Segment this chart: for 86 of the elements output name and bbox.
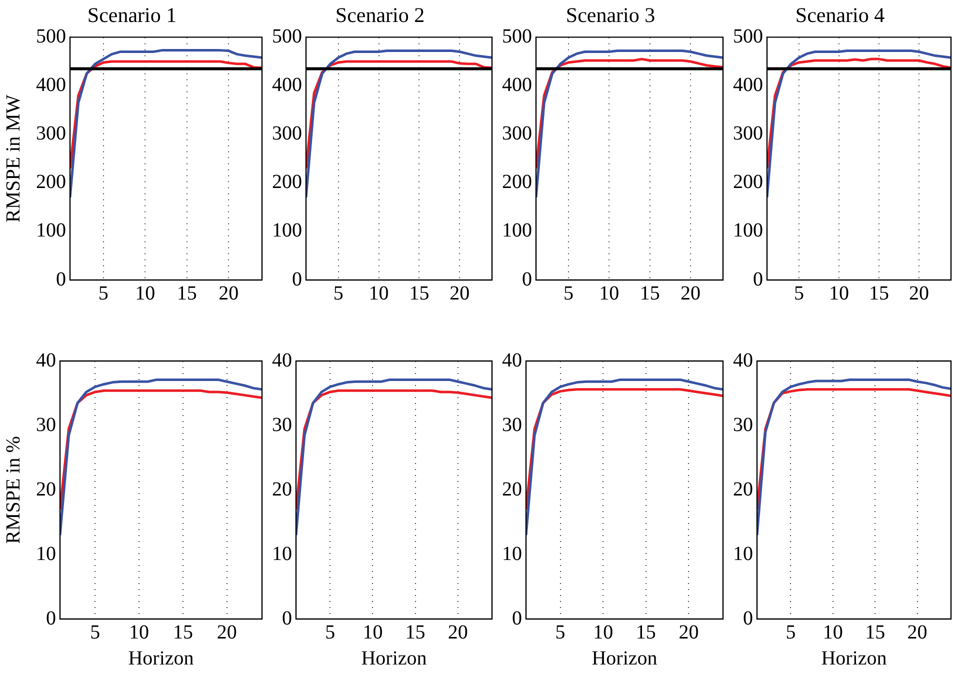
chart-title: Scenario 3 — [566, 3, 656, 28]
y-tick-label: 400 — [502, 74, 532, 96]
x-tick-label: 5 — [555, 621, 566, 644]
x-tick-label: 5 — [786, 621, 796, 644]
x-tick-label: 20 — [909, 282, 929, 304]
x-tick-label: 20 — [678, 621, 699, 644]
y-tick-label: 10 — [733, 542, 753, 565]
x-tick-label: 10 — [822, 621, 843, 644]
y-tick-label: 400 — [272, 74, 302, 96]
x-tick-label: 15 — [409, 282, 430, 304]
x-axis-title: Horizon — [821, 647, 887, 670]
x-tick-label: 15 — [865, 621, 886, 644]
y-tick-label: 100 — [733, 220, 763, 242]
y-tick-label: 0 — [282, 607, 292, 630]
y-tick-label: 0 — [743, 607, 753, 630]
x-tick-label: 5 — [564, 282, 574, 304]
y-tick-label: 40 — [272, 349, 292, 372]
x-tick-label: 5 — [794, 282, 804, 304]
y-tick-label: 20 — [502, 478, 522, 500]
x-axis-title: Horizon — [128, 647, 194, 670]
x-tick-label: 15 — [176, 282, 197, 304]
y-tick-label: 500 — [502, 25, 532, 48]
y-axis-title: RMSPE in % — [2, 436, 24, 544]
y-tick-label: 400 — [733, 74, 763, 96]
x-tick-label: 20 — [216, 621, 237, 644]
y-tick-label: 10 — [272, 542, 292, 565]
x-tick-label: 15 — [869, 282, 889, 304]
x-tick-label: 10 — [129, 621, 150, 644]
y-tick-label: 30 — [272, 414, 292, 436]
x-tick-label: 10 — [599, 282, 620, 304]
chart-title: Scenario 1 — [87, 3, 177, 28]
y-tick-label: 400 — [36, 74, 66, 96]
x-tick-label: 5 — [325, 621, 336, 644]
y-tick-label: 40 — [502, 349, 522, 372]
y-tick-label: 30 — [733, 414, 753, 436]
y-tick-label: 0 — [512, 607, 522, 630]
y-tick-label: 30 — [36, 414, 56, 436]
x-tick-label: 20 — [218, 282, 239, 304]
y-tick-label: 10 — [36, 542, 56, 565]
y-tick-label: 100 — [502, 220, 532, 242]
y-tick-label: 0 — [753, 268, 763, 290]
x-tick-label: 15 — [640, 282, 660, 304]
y-tick-label: 100 — [36, 220, 66, 242]
chart-title: Scenario 4 — [795, 3, 886, 28]
y-tick-label: 500 — [272, 25, 302, 48]
y-tick-label: 10 — [502, 542, 522, 565]
x-axis-title: Horizon — [592, 647, 658, 670]
x-tick-label: 20 — [680, 282, 700, 304]
x-tick-label: 5 — [98, 282, 108, 304]
y-tick-label: 300 — [502, 122, 532, 145]
x-tick-label: 10 — [593, 621, 614, 644]
x-tick-label: 5 — [90, 621, 100, 644]
y-tick-label: 20 — [733, 478, 753, 500]
y-tick-label: 200 — [272, 171, 302, 194]
x-tick-label: 20 — [450, 282, 470, 304]
y-tick-label: 30 — [502, 414, 522, 436]
chart-title: Scenario 2 — [335, 3, 425, 28]
y-tick-label: 500 — [36, 25, 66, 48]
x-tick-label: 20 — [907, 621, 928, 644]
y-tick-label: 300 — [36, 122, 66, 145]
y-tick-label: 20 — [36, 478, 56, 500]
y-tick-label: 40 — [733, 349, 753, 372]
y-tick-label: 0 — [46, 607, 56, 630]
x-axis-title: Horizon — [361, 647, 427, 670]
x-tick-label: 10 — [362, 621, 383, 644]
x-tick-label: 10 — [829, 282, 849, 304]
y-tick-label: 200 — [36, 171, 66, 194]
x-tick-label: 5 — [333, 282, 344, 304]
y-tick-label: 100 — [272, 220, 302, 242]
y-tick-label: 0 — [56, 268, 66, 290]
y-tick-label: 0 — [522, 268, 532, 290]
x-tick-label: 15 — [172, 621, 193, 644]
x-tick-label: 15 — [636, 621, 656, 644]
y-tick-label: 200 — [733, 171, 763, 194]
y-axis-title: RMSPE in MW — [2, 94, 24, 223]
y-tick-label: 300 — [272, 122, 302, 145]
y-tick-label: 200 — [502, 171, 532, 194]
y-tick-label: 500 — [733, 25, 763, 48]
x-tick-label: 15 — [405, 621, 426, 644]
y-tick-label: 0 — [292, 268, 302, 290]
x-tick-label: 20 — [448, 621, 468, 644]
y-tick-label: 300 — [733, 122, 763, 145]
y-tick-label: 40 — [36, 349, 56, 372]
x-tick-label: 10 — [368, 282, 389, 304]
y-tick-label: 20 — [272, 478, 292, 500]
x-tick-label: 10 — [135, 282, 156, 304]
